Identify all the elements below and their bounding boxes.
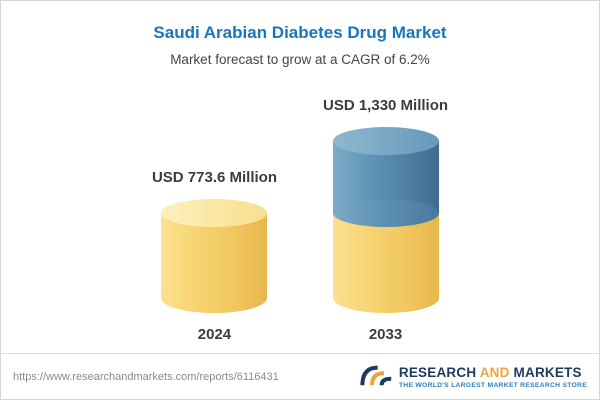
cylinder-2033-base: [332, 213, 439, 313]
logo-wordmark: RESEARCH AND MARKETS: [399, 365, 587, 380]
logo-word-research: RESEARCH: [398, 364, 477, 380]
cylinder-2033: [332, 127, 439, 313]
cylinder-2033-growth: [332, 127, 439, 227]
report-url: https://www.researchandmarkets.com/repor…: [13, 370, 279, 383]
logo-word-markets: MARKETS: [513, 364, 582, 380]
logo-text: RESEARCH AND MARKETS THE WORLD'S LARGEST…: [399, 365, 587, 389]
category-label-2033: 2033: [368, 326, 403, 343]
cylinder-2024: [161, 199, 268, 313]
research-and-markets-logo: RESEARCH AND MARKETS THE WORLD'S LARGEST…: [360, 361, 587, 392]
bar-group-2024: USD 773.6 Million 2024: [152, 169, 277, 343]
logo-mark-icon: [360, 361, 392, 392]
bar-group-2033: USD 1,330 Million 2033: [323, 97, 448, 343]
value-label-2033: USD 1,330 Million: [323, 97, 449, 114]
chart-subtitle: Market forecast to grow at a CAGR of 6.2…: [170, 52, 430, 67]
plot-area: USD 773.6 Million 2024 USD 1,330 Million…: [1, 67, 599, 353]
category-label-2024: 2024: [197, 326, 232, 343]
chart-title: Saudi Arabian Diabetes Drug Market: [153, 23, 447, 42]
footer-bar: https://www.researchandmarkets.com/repor…: [1, 353, 599, 399]
chart-header: Saudi Arabian Diabetes Drug Market Marke…: [1, 1, 599, 67]
logo-tagline: THE WORLD'S LARGEST MARKET RESEARCH STOR…: [398, 381, 587, 389]
logo-word-and: AND: [479, 364, 510, 380]
value-label-2024: USD 773.6 Million: [151, 169, 277, 186]
